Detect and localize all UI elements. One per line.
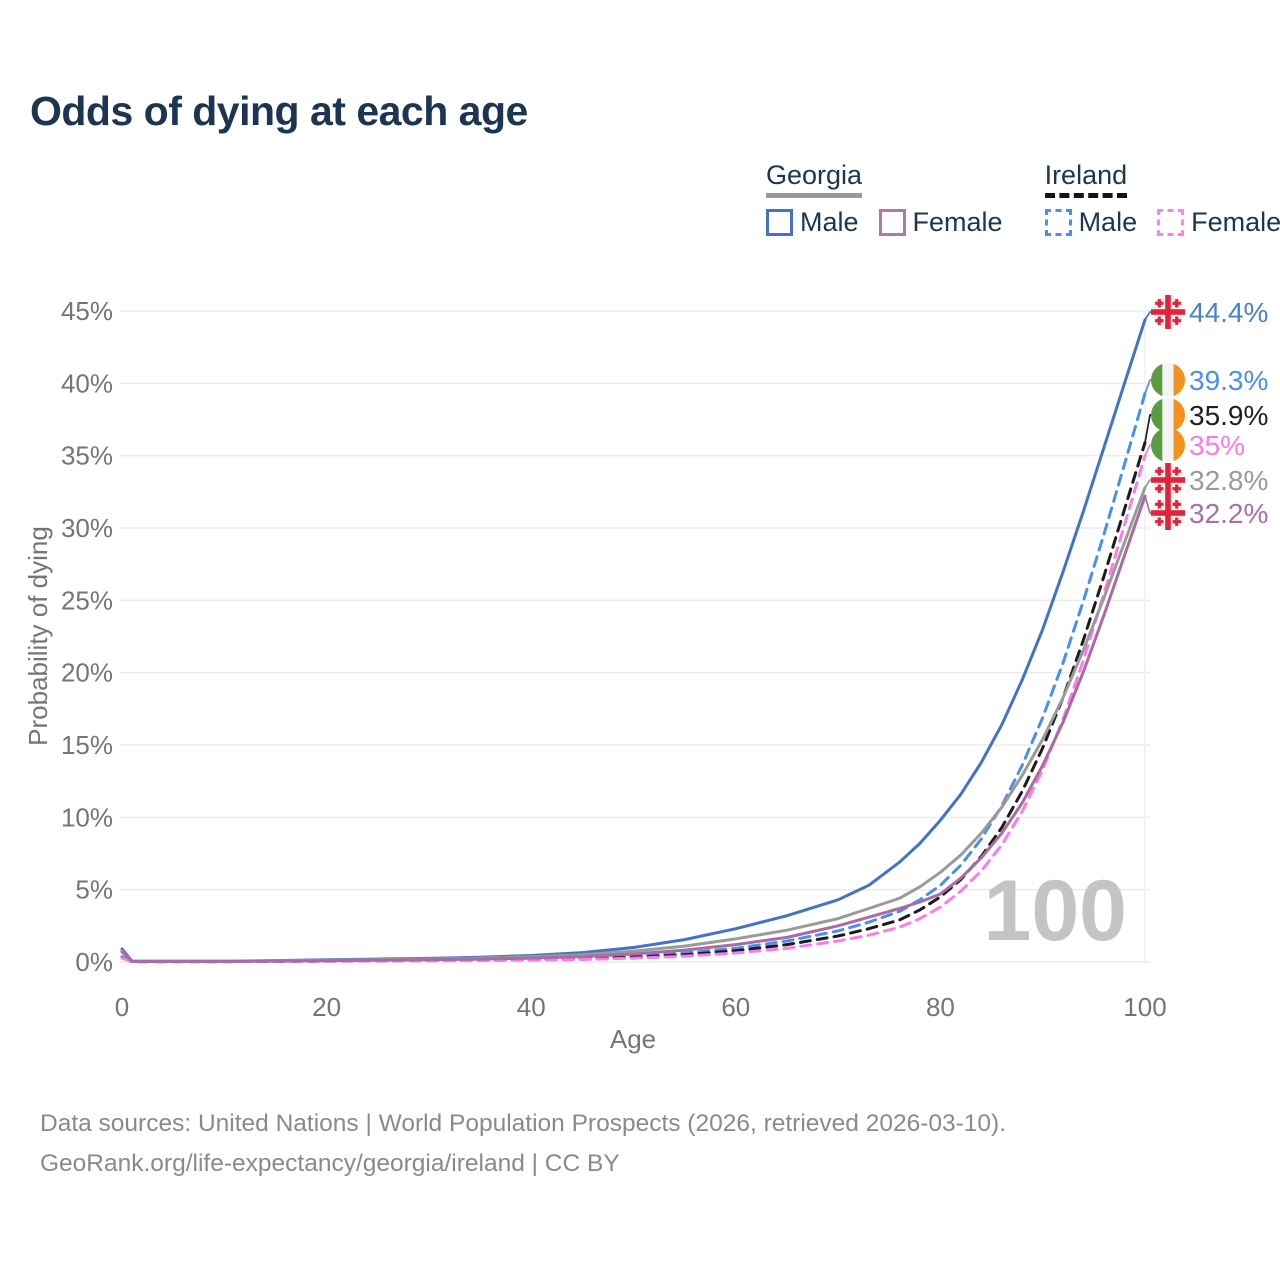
georgia-male-end-label: 44.4% (1189, 297, 1268, 328)
ireland-total-end-label: 35.9% (1189, 400, 1268, 431)
ireland-flag-icon (1151, 398, 1185, 432)
page-title: Odds of dying at each age (30, 88, 528, 134)
y-tick-label: 15% (61, 730, 113, 760)
ireland-male-swatch-icon (1044, 209, 1072, 236)
legend-group-ireland: Ireland Male Female (1044, 160, 1280, 238)
ireland-flag-icon (1151, 428, 1185, 462)
x-tick-label: 80 (926, 992, 955, 1022)
footer-attribution: GeoRank.org/life-expectancy/georgia/irel… (40, 1150, 620, 1177)
legend-item-georgia-male[interactable]: Male (766, 207, 859, 238)
y-tick-label: 5% (75, 875, 113, 905)
y-tick-label: 10% (61, 802, 113, 832)
x-axis-title: Age (610, 1024, 656, 1054)
legend-ireland-header[interactable]: Ireland (1044, 160, 1128, 198)
georgia-male-swatch-icon (766, 209, 793, 236)
footer: Data sources: United Nations | World Pop… (40, 1104, 1006, 1184)
y-tick-label: 30% (61, 513, 113, 543)
y-tick-label: 20% (61, 658, 113, 688)
georgia-flag-icon (1151, 463, 1185, 497)
legend-georgia-header[interactable]: Georgia (766, 160, 863, 198)
y-tick-label: 25% (61, 585, 113, 615)
legend-item-georgia-female[interactable]: Female (878, 207, 1003, 238)
y-tick-label: 35% (61, 441, 113, 471)
legend: Georgia Male Female Ireland Male (766, 160, 1280, 238)
y-tick-label: 45% (61, 296, 113, 326)
georgia-female-line[interactable] (120, 494, 1147, 963)
legend-label: Male (1078, 207, 1138, 237)
legend-group-georgia: Georgia Male Female (766, 160, 1003, 238)
legend-label: Female (1191, 207, 1280, 237)
x-tick-label: 100 (1123, 992, 1166, 1022)
legend-label: Male (800, 207, 859, 237)
footer-data-sources: Data sources: United Nations | World Pop… (40, 1110, 1007, 1137)
x-tick-label: 20 (312, 992, 341, 1022)
legend-item-ireland-female[interactable]: Female (1157, 207, 1280, 238)
georgia-total-end-label: 32.8% (1189, 465, 1268, 496)
ireland-flag-icon (1151, 363, 1185, 397)
y-tick-label: 40% (61, 368, 113, 398)
legend-item-ireland-male[interactable]: Male (1044, 207, 1138, 238)
y-tick-label: 0% (75, 947, 113, 977)
x-tick-label: 40 (517, 992, 546, 1022)
georgia-female-swatch-icon (878, 209, 906, 236)
x-tick-label: 0 (115, 992, 129, 1022)
georgia-flag-icon (1151, 496, 1185, 530)
legend-label: Female (912, 207, 1003, 237)
georgia-female-end-label: 32.2% (1189, 498, 1268, 529)
age-indicator-watermark: 100 (984, 863, 1128, 959)
ireland-female-end-label: 35% (1189, 430, 1245, 461)
georgia-flag-icon (1151, 295, 1185, 329)
x-tick-label: 60 (721, 992, 750, 1022)
y-axis-title: Probability of dying (23, 526, 53, 746)
ireland-female-swatch-icon (1157, 209, 1185, 236)
ireland-male-end-label: 39.3% (1189, 365, 1268, 396)
